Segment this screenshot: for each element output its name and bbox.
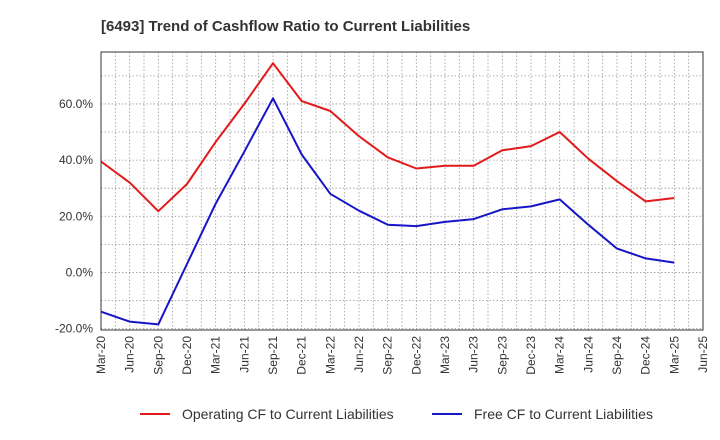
y-tick-label: -20.0%	[55, 322, 93, 336]
x-tick-label: Jun-21	[237, 336, 251, 373]
x-tick-label: Dec-20	[180, 336, 194, 375]
x-tick-label: Dec-21	[295, 336, 309, 375]
y-axis-ticks: -20.0% 0.0% 20.0% 40.0% 60.0%	[55, 97, 93, 336]
legend-label: Free CF to Current Liabilities	[474, 406, 653, 422]
y-tick-label: 20.0%	[59, 209, 93, 223]
x-tick-label: Sep-23	[495, 336, 509, 375]
legend: Operating CF to Current Liabilities Free …	[140, 406, 653, 422]
x-tick-label: Sep-20	[151, 336, 165, 375]
x-tick-label: Mar-25	[667, 336, 681, 374]
x-tick-label: Sep-21	[266, 336, 280, 375]
legend-label: Operating CF to Current Liabilities	[182, 406, 394, 422]
series-line	[100, 62, 675, 213]
x-tick-label: Mar-24	[553, 336, 567, 374]
series-line	[100, 97, 675, 326]
plot-area-border	[100, 51, 704, 331]
x-tick-label: Jun-24	[581, 336, 595, 373]
series-lines	[100, 62, 675, 326]
x-tick-label: Jun-25	[696, 336, 710, 373]
x-tick-label: Mar-23	[438, 336, 452, 374]
chart-title: [6493] Trend of Cashflow Ratio to Curren…	[101, 18, 470, 35]
x-axis-ticks: Mar-20 Jun-20 Sep-20 Dec-20 Mar-21 Jun-21 Sep-…	[94, 336, 710, 375]
x-tick-label: Dec-23	[524, 336, 538, 375]
x-tick-label: Jun-22	[352, 336, 366, 373]
x-tick-label: Jun-23	[467, 336, 481, 373]
x-tick-label: Mar-22	[323, 336, 337, 374]
x-tick-label: Sep-24	[610, 336, 624, 375]
x-tick-label: Jun-20	[123, 336, 137, 373]
x-tick-label: Sep-22	[381, 336, 395, 375]
x-tick-label: Mar-20	[94, 336, 108, 374]
x-tick-label: Dec-24	[639, 336, 653, 375]
y-tick-label: 0.0%	[66, 265, 94, 279]
x-tick-label: Mar-21	[209, 336, 223, 374]
y-tick-label: 60.0%	[59, 97, 93, 111]
grid	[101, 52, 703, 330]
y-tick-label: 40.0%	[59, 153, 93, 167]
x-tick-label: Dec-22	[409, 336, 423, 375]
